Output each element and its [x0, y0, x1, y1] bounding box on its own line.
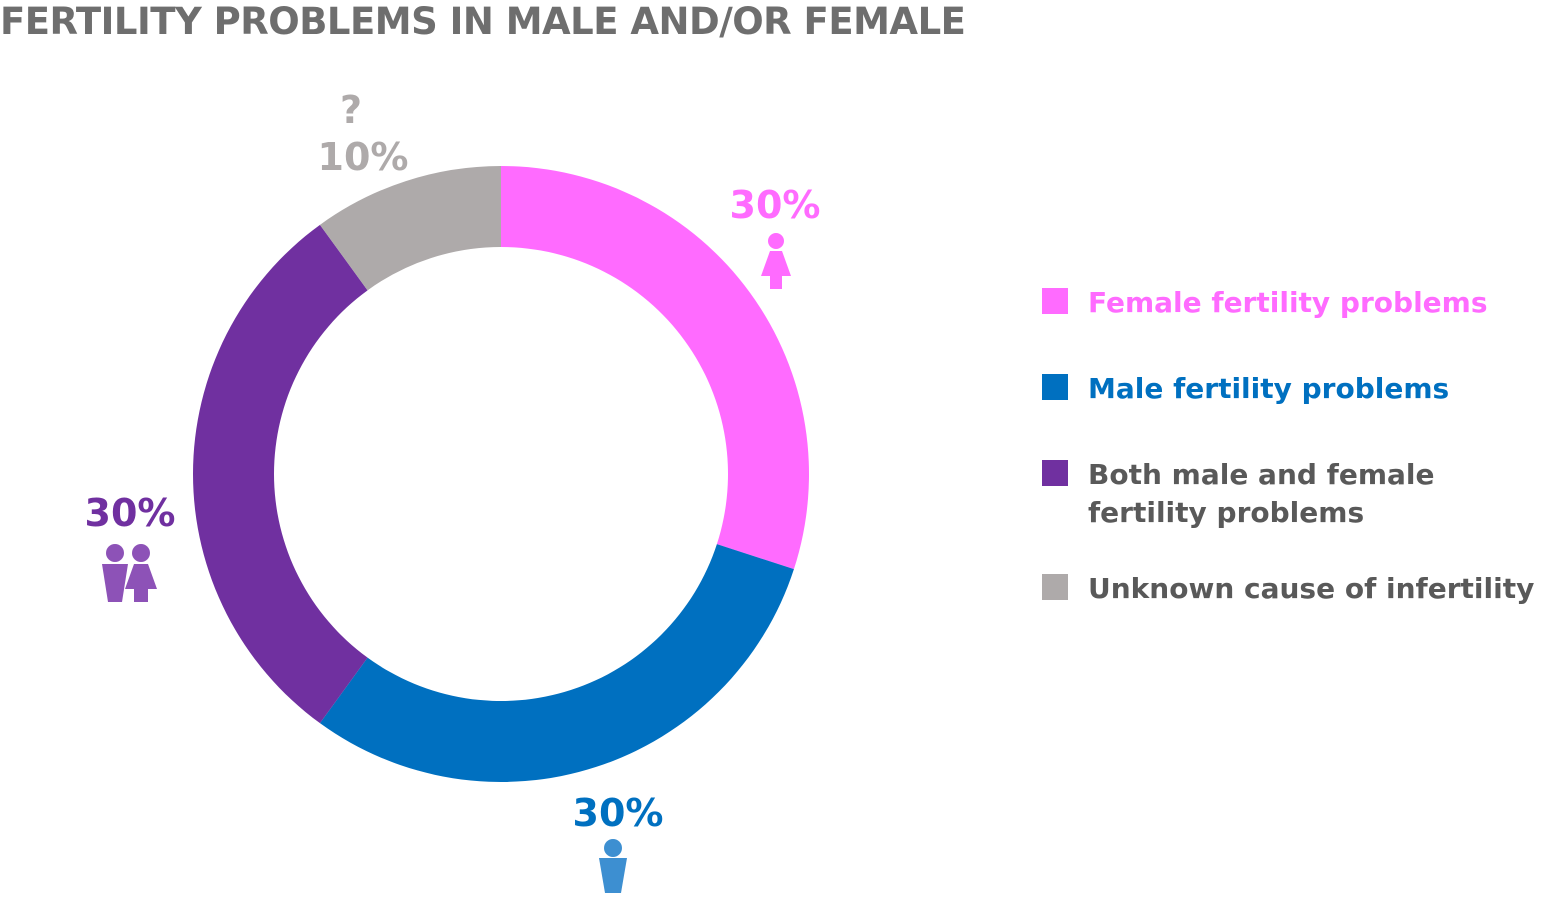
legend-item-male: Male fertility problems — [1042, 370, 1547, 408]
legend-item-unknown: Unknown cause of infertility — [1042, 570, 1547, 608]
data-label-unknown: 10% — [318, 135, 409, 179]
data-label-male: 30% — [573, 791, 664, 835]
slice-male — [319, 544, 794, 783]
donut-slices — [192, 166, 809, 783]
female-icon — [761, 233, 791, 289]
legend-swatch-both — [1042, 460, 1068, 486]
legend-label-female: Female fertility problems — [1088, 286, 1488, 319]
slice-female — [501, 166, 809, 570]
legend-item-female: Female fertility problems — [1042, 284, 1547, 322]
question-mark-icon: ? — [340, 88, 362, 132]
couple-icon — [102, 544, 157, 602]
legend-swatch-unknown — [1042, 574, 1068, 600]
legend-label-both: Both male and female fertility problems — [1088, 458, 1435, 529]
data-label-both: 30% — [85, 491, 176, 535]
legend-label-male: Male fertility problems — [1088, 372, 1450, 405]
data-label-female: 30% — [730, 183, 821, 227]
legend-label-unknown: Unknown cause of infertility — [1088, 572, 1535, 605]
male-icon — [599, 839, 627, 893]
slice-unknown — [319, 166, 501, 291]
chart-title: FERTILITY PROBLEMS IN MALE AND/OR FEMALE — [0, 0, 966, 43]
slice-both — [192, 224, 368, 724]
legend-swatch-female — [1042, 288, 1068, 314]
legend-item-both: Both male and female fertility problems — [1042, 456, 1547, 532]
legend-swatch-male — [1042, 374, 1068, 400]
